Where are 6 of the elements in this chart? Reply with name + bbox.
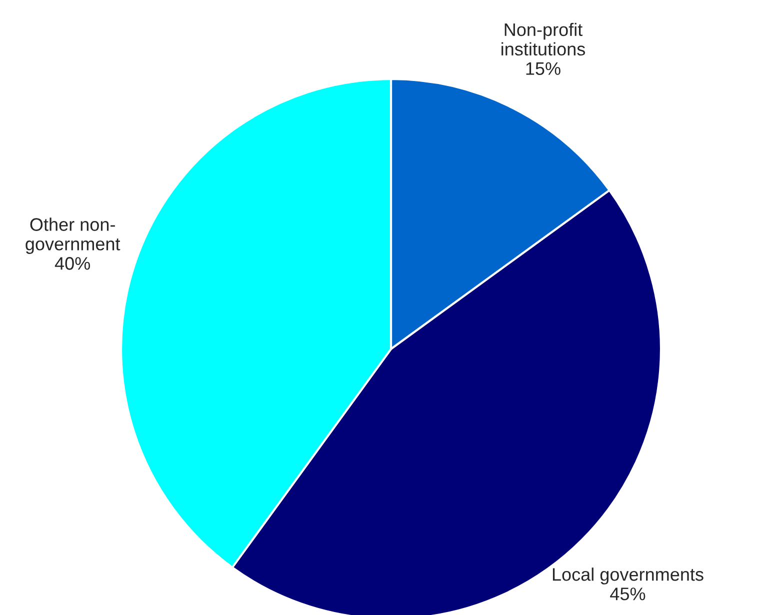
slice-label: Non-profit institutions [502,22,585,56]
data-label: 40% [54,257,90,270]
data-label: 15% [526,62,560,75]
slice-label: Local governments [552,568,704,584]
slice-label: Other non- government [26,218,120,254]
data-label: 45% [610,588,646,600]
